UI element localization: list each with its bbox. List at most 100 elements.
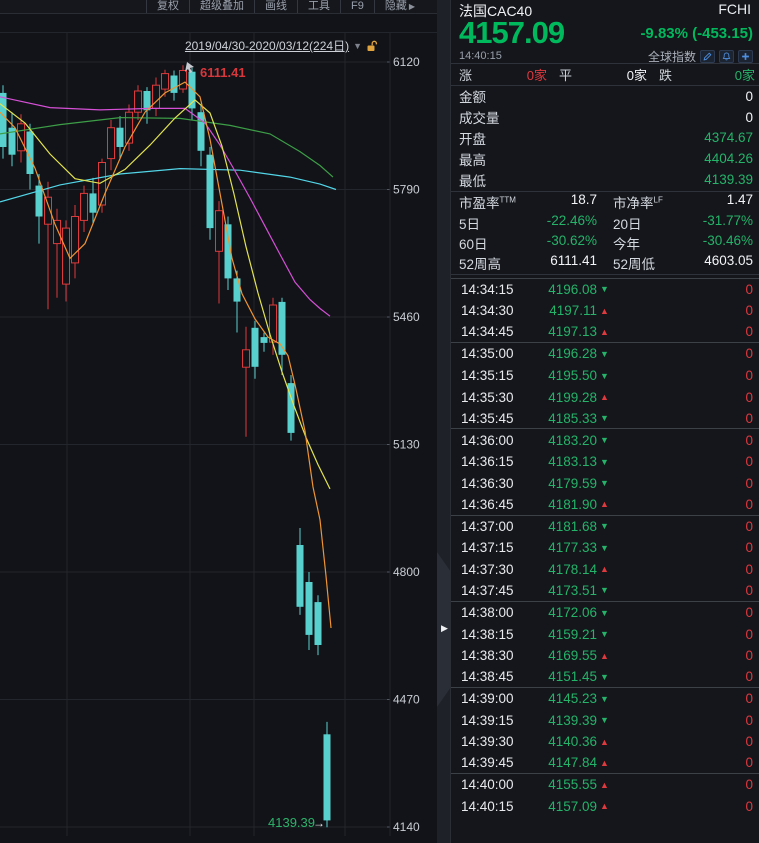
tick-row: 14:36:30 4179.59 ▼ 0 [451, 472, 759, 494]
candle-body [188, 71, 196, 109]
tick-time: 14:40:15 [461, 798, 514, 814]
candle-body [161, 73, 169, 90]
tick-row: 14:36:15 4183.13 ▼ 0 [451, 451, 759, 473]
chevron-down-icon[interactable]: ▼ [353, 40, 362, 51]
y-axis-label: 4800 [393, 565, 420, 579]
stat-cell: 5日 -22.46% [451, 213, 605, 233]
stat-value: 0 [745, 109, 753, 125]
tick-row: 14:35:45 4185.33 ▼ 0 [451, 408, 759, 430]
quote-time: 14:40:15 [459, 50, 502, 62]
stat-label: 5日 [459, 216, 481, 232]
stat-label: 金额 [459, 90, 486, 106]
tick-row: 14:35:30 4199.28 ▲ 0 [451, 386, 759, 408]
candle-body [314, 602, 322, 645]
tick-row: 14:34:15 4196.08 ▼ 0 [451, 279, 759, 301]
candle-body [44, 196, 52, 225]
tick-price: 4151.45 [548, 669, 597, 685]
stat-row: 金额 0 [451, 86, 759, 107]
unlock-icon[interactable] [366, 40, 378, 52]
tick-time: 14:34:15 [461, 281, 514, 297]
tick-price: 4157.09 [548, 798, 597, 814]
tick-price: 4177.33 [548, 540, 597, 556]
candle-body [224, 224, 232, 279]
up-arrow-icon: ▲ [600, 650, 609, 661]
toolbar-item-1[interactable]: 复权 [146, 0, 189, 13]
candle-body [170, 75, 178, 93]
stat-row: 最高 4404.26 [451, 148, 759, 169]
stat-value: 4139.39 [704, 172, 753, 188]
tick-row: 14:39:45 4147.84 ▲ 0 [451, 753, 759, 775]
unchanged-count: 0家 [626, 68, 647, 83]
candle-body [98, 162, 106, 206]
stat-label: 20日 [613, 216, 642, 232]
advancers-label: 涨 [459, 68, 473, 83]
tick-volume: 0 [745, 496, 753, 512]
toolbar-item-4[interactable]: 工具 [297, 0, 340, 13]
pane-splitter[interactable]: ▶ [437, 0, 450, 843]
tick-price: 4183.13 [548, 454, 597, 470]
toolbar-item-6[interactable]: 隐藏 ▶ [373, 0, 425, 13]
ma-line-magenta [0, 96, 331, 317]
alert-bell-icon[interactable] [719, 49, 734, 63]
chart-pane[interactable]: 6120 5790 5460 5130 4800 4470 4140 6111.41 4139.… [0, 0, 437, 843]
candle-body [116, 127, 124, 147]
toolbar-item-3[interactable]: 画线 [254, 0, 297, 13]
tick-time: 14:40:00 [461, 777, 514, 793]
tick-time: 14:37:30 [461, 561, 514, 577]
edit-pencil-icon[interactable] [700, 49, 715, 63]
low-annotation-arrow: → [313, 816, 325, 830]
up-arrow-icon: ▲ [600, 801, 609, 812]
candle-body [0, 92, 7, 147]
ma-line-cyan [0, 167, 337, 203]
toolbar-item-2[interactable]: 超级叠加 [189, 0, 254, 13]
tick-price: 4173.51 [548, 582, 597, 598]
down-arrow-icon: ▼ [600, 693, 609, 704]
ma-line-yellow [0, 99, 331, 490]
down-arrow-icon: ▼ [600, 478, 609, 489]
collapse-panel-arrow-icon[interactable]: ▶ [441, 623, 448, 633]
candle-body [296, 545, 304, 607]
decliners-label: 跌 [659, 68, 673, 83]
tick-price: 4197.11 [549, 303, 597, 319]
stat-value: 1.47 [726, 192, 753, 208]
tick-volume: 0 [745, 734, 753, 750]
candle-body [35, 185, 43, 217]
high-annotation: 6111.41 [200, 65, 246, 80]
stat-label: 60日 [459, 236, 488, 252]
toolbar-item-5[interactable]: F9 [340, 0, 374, 13]
tick-volume: 0 [745, 626, 753, 642]
tick-time: 14:39:00 [461, 691, 514, 707]
tick-row: 14:38:15 4159.21 ▼ 0 [451, 623, 759, 645]
tick-price: 4147.84 [548, 755, 597, 771]
candle-body [26, 131, 34, 174]
tick-volume: 0 [745, 475, 753, 491]
down-arrow-icon: ▼ [600, 521, 609, 532]
tick-time: 14:35:00 [461, 346, 514, 362]
watchlist-group-label: 全球指数 [647, 49, 696, 64]
stat-cell: 市净率LF 1.47 [605, 192, 759, 212]
stat-value: 4404.26 [704, 151, 753, 167]
tick-volume: 0 [745, 605, 753, 621]
tick-volume: 0 [745, 410, 753, 426]
quote-panel: 法国CAC40 FCHI 4157.09 -9.83% (-453.15) 14… [450, 0, 759, 843]
date-range-control[interactable]: 2019/04/30-2020/03/12(224日) ▼ [185, 37, 378, 54]
tick-volume: 0 [745, 281, 753, 297]
stat-pair-row: 5日 -22.46% 20日 -31.77% [451, 212, 759, 232]
up-arrow-icon: ▲ [600, 499, 609, 510]
date-range-label[interactable]: 2019/04/30-2020/03/12(224日) [184, 39, 350, 53]
stat-value: 18.7 [570, 192, 597, 208]
candlestick-chart[interactable]: 6120 5790 5460 5130 4800 4470 4140 6111.41 4139.… [0, 0, 437, 843]
tick-time: 14:38:00 [461, 605, 514, 621]
stat-label: 今年 [613, 236, 640, 252]
tick-time: 14:34:30 [461, 303, 514, 319]
tick-row: 14:35:15 4195.50 ▼ 0 [451, 365, 759, 387]
tick-volume: 0 [745, 324, 753, 340]
add-to-watchlist-plus-icon[interactable] [738, 49, 753, 63]
tick-volume: 0 [745, 691, 753, 707]
tick-price: 4145.23 [548, 691, 597, 707]
stat-pair-row: 市盈率TTM 18.7 市净率LF 1.47 [451, 192, 759, 212]
time-and-sales-list[interactable]: 14:34:15 4196.08 ▼ 0 14:34:30 4197.11 ▲ 0 14:34:… [451, 277, 759, 818]
tick-price: 4196.28 [548, 346, 597, 362]
tick-time: 14:37:45 [461, 582, 514, 598]
